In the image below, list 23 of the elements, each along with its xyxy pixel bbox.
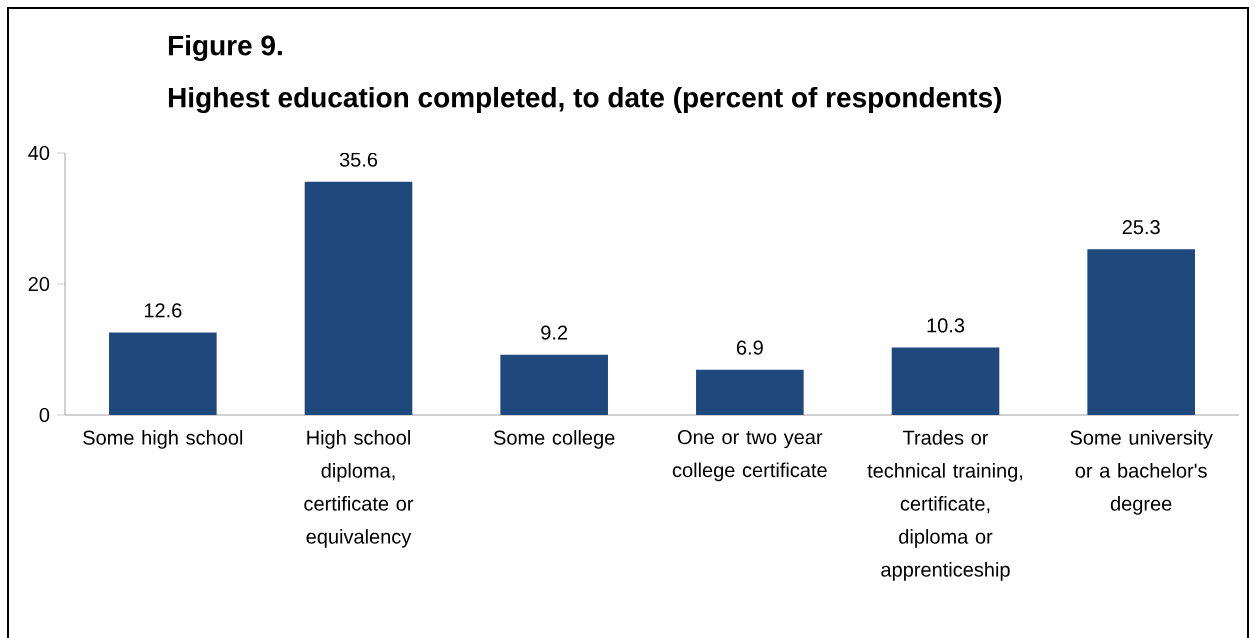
bar: [109, 332, 217, 415]
data-label: 10.3: [927, 318, 965, 333]
y-tick-label: 20: [28, 276, 50, 292]
bar: [500, 354, 608, 415]
x-tick-label: High school diploma, certificate or equivalency: [304, 430, 414, 548]
bar: [1087, 249, 1195, 415]
chart-title: Figure 9.: [168, 34, 282, 62]
x-tick-label: Some college: [493, 430, 615, 449]
chart-subtitle: Highest education completed, to date (percent of respondents): [168, 86, 1002, 114]
bar: [696, 369, 804, 415]
x-tick-label: Trades or technical training, certificate, diploma or apprenticeship: [867, 430, 1023, 581]
data-label: 12.6: [144, 303, 182, 318]
data-label: 9.2: [541, 325, 568, 340]
data-label: 25.3: [1122, 220, 1160, 235]
bar: [891, 347, 1000, 415]
y-tick-label: 40: [28, 145, 50, 161]
x-tick-label: Some high school: [83, 430, 243, 449]
x-tick-label: Some university or a bachelor's degree: [1070, 430, 1213, 515]
x-tick-label: One or two year college certificate: [672, 430, 827, 482]
data-label: 35.6: [339, 152, 378, 167]
bar: [304, 181, 413, 415]
data-label: 6.9: [736, 340, 763, 355]
y-tick-label: 0: [39, 407, 50, 423]
